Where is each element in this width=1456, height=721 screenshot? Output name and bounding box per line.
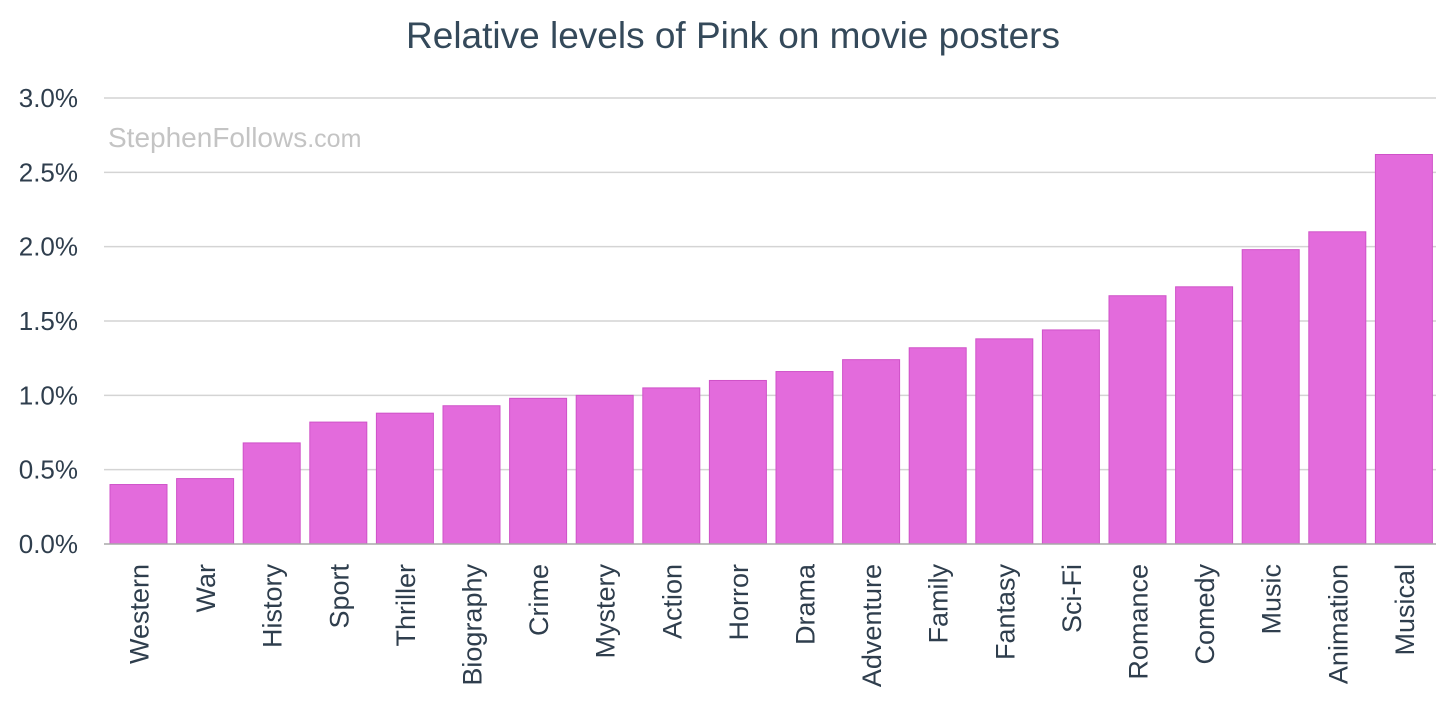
x-tick-label: History [258,564,288,649]
y-axis-tick-labels: 0.0% 0.5% 1.0% 1.5% 2.0% 2.5% 3.0% [19,83,78,559]
bar-music [1241,249,1300,545]
bar-fantasy [975,338,1034,545]
watermark-brand: StephenFollows [108,122,307,153]
x-tick-label: Animation [1323,564,1353,684]
bar-sci-fi [1041,329,1100,545]
x-tick-label: Family [924,564,954,644]
x-tick-label: Mystery [591,564,621,659]
x-tick-label: Action [657,564,687,639]
x-tick-label: Music [1257,564,1287,635]
bar-horror [708,379,767,545]
x-tick-label: Crime [524,564,554,636]
bar-western [109,484,168,545]
x-tick-label: Horror [724,564,754,641]
bar-biography [442,405,501,545]
watermark-suffix: .com [307,125,361,153]
x-tick-label: Drama [791,563,821,645]
bar-musical [1374,153,1433,545]
bar-romance [1108,295,1167,545]
chart-title: Relative levels of Pink on movie posters [406,15,1060,56]
bar-comedy [1175,286,1234,545]
y-tick-label: 2.5% [19,157,78,187]
watermark: StephenFollows.com [108,122,361,153]
x-tick-label: Adventure [857,564,887,687]
x-tick-label: Romance [1124,564,1154,680]
bar-thriller [375,412,434,545]
x-tick-label: War [191,564,221,613]
bar-war [176,478,235,545]
y-tick-label: 0.0% [19,529,78,559]
y-tick-label: 1.5% [19,306,78,336]
x-tick-label: Biography [458,564,488,686]
x-axis-category-labels: Western War History Sport Thriller Biography C… [125,563,1420,687]
y-tick-label: 2.0% [19,232,78,262]
bars [109,153,1433,545]
bar-drama [775,371,834,545]
bar-history [242,442,301,545]
x-tick-label: Musical [1390,564,1420,656]
y-tick-label: 1.0% [19,380,78,410]
bar-action [642,387,701,545]
y-tick-label: 0.5% [19,455,78,485]
bar-sport [309,421,368,545]
bar-adventure [842,359,901,545]
x-tick-label: Sport [324,564,354,629]
bar-animation [1308,231,1367,545]
gridlines [104,97,1436,471]
bar-mystery [575,394,634,545]
x-tick-label: Sci-Fi [1057,564,1087,633]
x-tick-label: Western [125,564,155,664]
y-tick-label: 3.0% [19,83,78,113]
x-tick-label: Comedy [1190,564,1220,665]
x-tick-label: Thriller [391,564,421,647]
x-tick-label: Fantasy [990,564,1020,661]
bar-family [908,347,967,545]
bar-crime [509,397,568,545]
